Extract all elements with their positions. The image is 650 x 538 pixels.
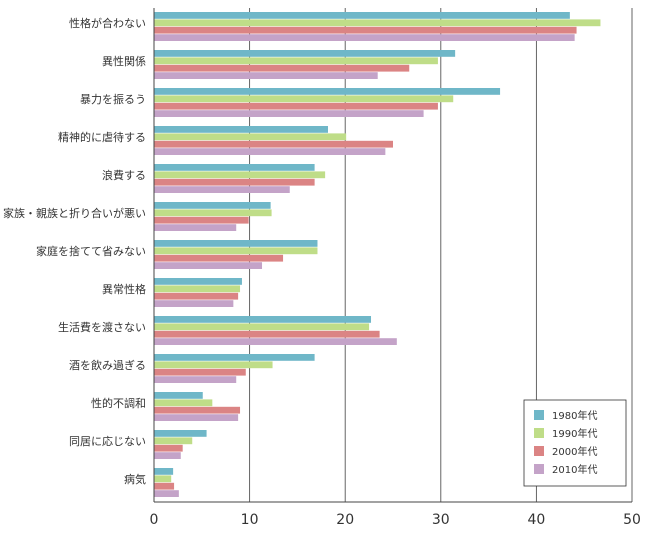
bar (154, 376, 237, 383)
bar (154, 392, 203, 399)
legend-label: 1990年代 (552, 427, 597, 440)
bar (154, 338, 397, 345)
bar (154, 186, 290, 193)
category-label: 異性関係 (102, 54, 146, 68)
x-tick-label: 30 (432, 512, 450, 528)
category-label: 暴力を振るう (80, 92, 146, 106)
bar (154, 278, 242, 285)
category-label: 酒を飲み過ぎる (69, 358, 146, 372)
category-label: 異常性格 (102, 282, 146, 296)
bar (154, 12, 570, 19)
bar (154, 72, 378, 79)
bar (154, 224, 237, 231)
category-label: 家庭を捨てて省みない (36, 244, 146, 258)
category-label: 病気 (124, 472, 146, 486)
category-label: 精神的に虐待する (58, 130, 146, 144)
bar (154, 482, 175, 490)
bar (154, 216, 249, 224)
bar (154, 444, 183, 452)
legend-swatch (534, 464, 544, 474)
bar (154, 88, 501, 95)
bar (154, 262, 263, 269)
bar (154, 437, 193, 445)
bar (154, 247, 318, 255)
category-label: 同居に応じない (69, 434, 146, 448)
legend-swatch (534, 446, 544, 456)
category-label: 生活費を渡さない (58, 320, 146, 334)
x-tick-label: 20 (336, 512, 354, 528)
bar (154, 475, 172, 483)
category-label: 性格が合わない (69, 16, 146, 30)
bar (154, 468, 174, 475)
axes: 性格が合わない異性関係暴力を振るう精神的に虐待する浪費する家族・親族と折り合いが… (3, 8, 641, 528)
x-tick-label: 50 (623, 512, 641, 528)
x-tick-label: 0 (150, 512, 159, 528)
legend-label: 2000年代 (552, 445, 597, 458)
bar (154, 300, 234, 307)
bar (154, 148, 386, 155)
bar (154, 26, 577, 34)
bar (154, 164, 315, 171)
legend-label: 1980年代 (552, 409, 597, 422)
bar (154, 254, 284, 262)
bar (154, 133, 347, 141)
bar (154, 110, 424, 117)
bar (154, 240, 318, 247)
bar (154, 406, 241, 414)
bar (154, 292, 239, 300)
bar (154, 19, 601, 27)
x-tick-label: 40 (527, 512, 545, 528)
bar (154, 330, 380, 338)
bar (154, 209, 272, 217)
legend-swatch (534, 410, 544, 420)
bar (154, 361, 273, 369)
bar (154, 323, 370, 331)
bar (154, 490, 179, 497)
bar (154, 126, 328, 133)
bar (154, 178, 315, 186)
bar (154, 140, 393, 148)
category-label: 家族・親族と折り合いが悪い (3, 206, 146, 220)
legend-swatch (534, 428, 544, 438)
bar (154, 202, 271, 209)
legend-label: 2010年代 (552, 463, 597, 476)
bar (154, 430, 207, 437)
bar (154, 95, 454, 103)
bar (154, 399, 213, 407)
category-label: 浪費する (102, 168, 146, 182)
category-label: 性的不調和 (91, 396, 146, 410)
bar (154, 57, 438, 65)
bar (154, 171, 326, 179)
bar (154, 50, 456, 57)
x-tick-label: 10 (241, 512, 259, 528)
bar (154, 102, 438, 110)
bar (154, 452, 181, 459)
bar (154, 316, 372, 323)
legend: 1980年代 1990年代 2000年代 2010年代 (523, 399, 627, 487)
bar (154, 368, 246, 376)
bar (154, 414, 239, 421)
bar (154, 34, 575, 41)
bar (154, 64, 410, 72)
bars (154, 12, 601, 497)
bar (154, 285, 241, 293)
bar (154, 354, 315, 361)
